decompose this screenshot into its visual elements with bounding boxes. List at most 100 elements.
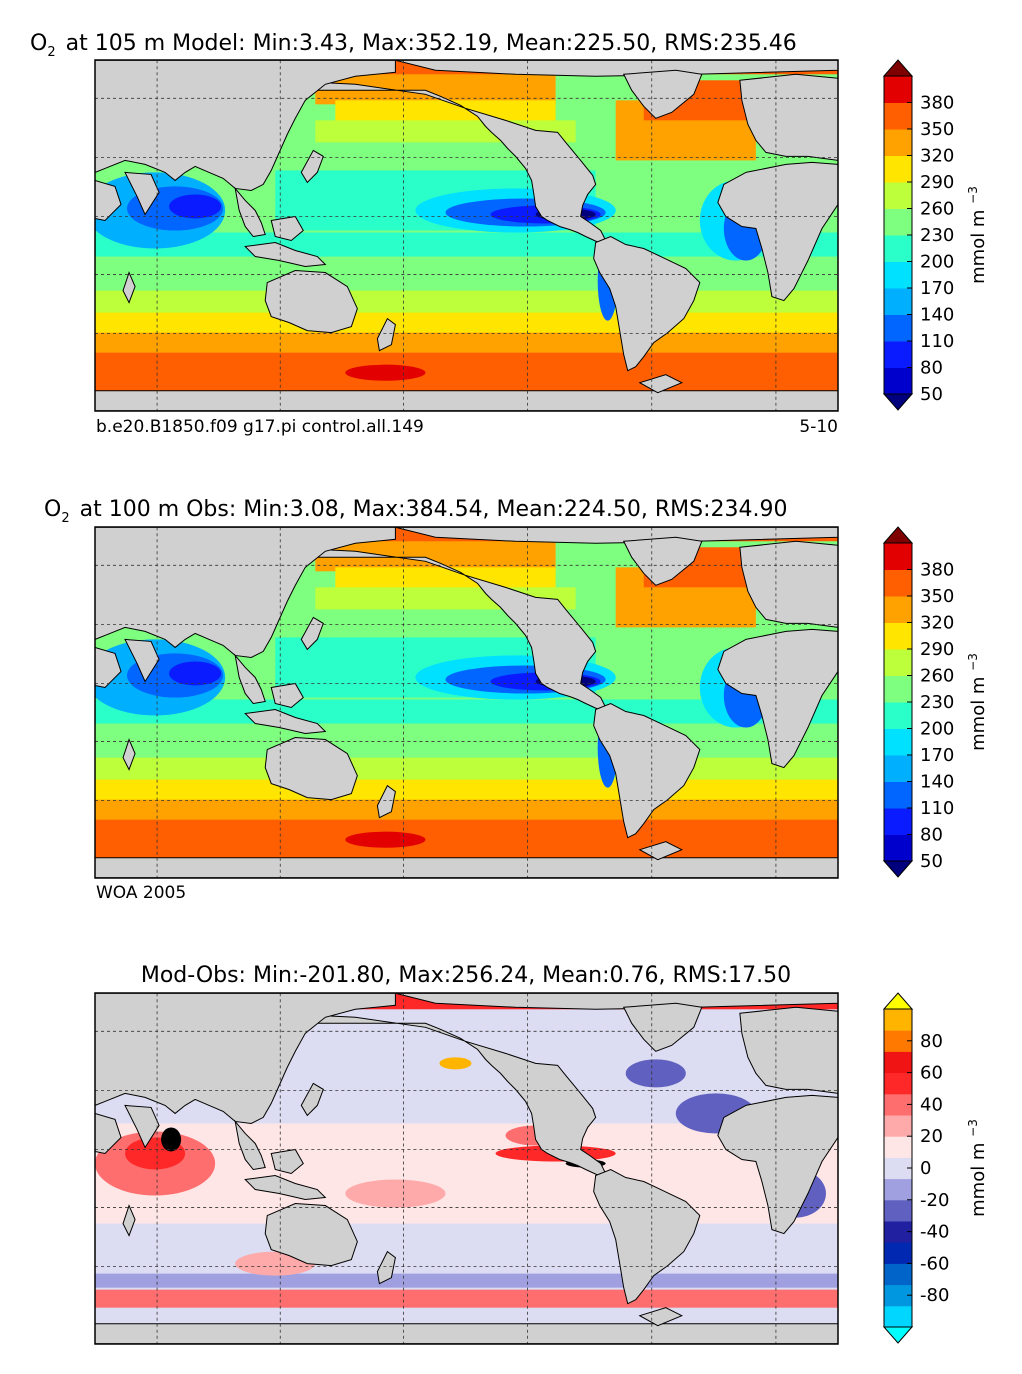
colorbar-segment bbox=[884, 76, 912, 103]
colorbar-segment bbox=[884, 235, 912, 262]
map-diff-frame bbox=[94, 992, 839, 1345]
colorbar-diff: -80 -60 -40 -20 0 20 40 60 80 mmol m −3 bbox=[882, 992, 989, 1344]
colorbar-tick-label: 110 bbox=[920, 798, 954, 819]
colorbar-segment bbox=[884, 596, 912, 623]
colorbar-segment bbox=[884, 1030, 912, 1052]
colorbar-tick-label: 80 bbox=[920, 825, 943, 846]
colorbar-segment bbox=[884, 622, 912, 650]
panel-model: O2 at 105 m Model: Min:3.43, Max:352.19, … bbox=[30, 31, 989, 437]
colorbar-tick-label: 40 bbox=[920, 1094, 943, 1115]
panel-obs-title: O2 at 100 m Obs: Min:3.08, Max:384.54, Me… bbox=[44, 497, 788, 526]
colorbar-tick-label: -20 bbox=[920, 1190, 949, 1211]
colorbar-tick-label: -80 bbox=[920, 1285, 949, 1306]
colorbar-tick-label: 170 bbox=[920, 745, 954, 766]
colorbar-extend-max bbox=[882, 992, 914, 1010]
colorbar-segment bbox=[884, 808, 912, 835]
colorbar-tick-label: 350 bbox=[920, 586, 954, 607]
colorbar-segment bbox=[884, 1305, 912, 1328]
colorbar-segment bbox=[884, 834, 912, 862]
colorbar-segment bbox=[884, 649, 912, 676]
colorbar-tick-label: 50 bbox=[920, 851, 943, 872]
colorbar-segment bbox=[884, 1157, 912, 1180]
colorbar-segment bbox=[884, 1009, 912, 1031]
colorbar-tick-label: 320 bbox=[920, 146, 954, 167]
colorbar-segment bbox=[884, 288, 912, 315]
colorbar-segment bbox=[884, 728, 912, 756]
map-obs-frame bbox=[94, 526, 839, 879]
caption-model-years: 5-10 bbox=[799, 417, 838, 437]
panel-obs: O2 at 100 m Obs: Min:3.08, Max:384.54, Me… bbox=[44, 497, 989, 903]
colorbar-segment bbox=[884, 261, 912, 289]
colorbar-segment bbox=[884, 1284, 912, 1307]
colorbar-segment bbox=[884, 129, 912, 156]
colorbar-segment bbox=[884, 1178, 912, 1201]
colorbar-extend-min bbox=[882, 1326, 914, 1344]
map-model bbox=[95, 60, 838, 411]
colorbar-segment bbox=[884, 675, 912, 703]
colorbar-segment bbox=[884, 155, 912, 183]
map-obs bbox=[95, 527, 838, 878]
colorbar-tick-label: 230 bbox=[920, 692, 954, 713]
colorbar-tick-label: 350 bbox=[920, 119, 954, 140]
colorbar-tick-label: 50 bbox=[920, 384, 943, 405]
colorbar-units-label: mmol m −3 bbox=[966, 186, 989, 284]
colorbar-segment bbox=[884, 102, 912, 130]
colorbar-tick-label: 80 bbox=[920, 1031, 943, 1052]
colorbar-extend-max bbox=[882, 59, 914, 77]
colorbar-segment bbox=[884, 569, 912, 597]
colorbar-tick-label: 140 bbox=[920, 772, 954, 793]
panel-diff-title: Mod-Obs: Min:-201.80, Max:256.24, Mean:0… bbox=[141, 963, 791, 988]
colorbar-segment bbox=[884, 1072, 912, 1095]
colorbar-segment bbox=[884, 1199, 912, 1222]
colorbar-tick-label: 230 bbox=[920, 225, 954, 246]
colorbar-segment bbox=[884, 1221, 912, 1243]
colorbar-segment bbox=[884, 341, 912, 368]
colorbar-tick-label: 200 bbox=[920, 252, 954, 273]
panel-diff: Mod-Obs: Min:-201.80, Max:256.24, Mean:0… bbox=[94, 963, 989, 1345]
caption-obs-source: WOA 2005 bbox=[96, 883, 186, 903]
colorbar-tick-label: 380 bbox=[920, 93, 954, 114]
colorbar-tick-label: -60 bbox=[920, 1253, 949, 1274]
colorbar-extend-max bbox=[882, 526, 914, 544]
colorbar-tick-label: 290 bbox=[920, 639, 954, 660]
colorbar-extend-min bbox=[882, 860, 914, 878]
map-diff bbox=[95, 993, 838, 1344]
colorbar-segment bbox=[884, 1051, 912, 1074]
colorbar-segment bbox=[884, 1115, 912, 1137]
colorbar-segment bbox=[884, 1136, 912, 1158]
colorbar-tick-label: 20 bbox=[920, 1126, 943, 1147]
colorbar-tick-label: 170 bbox=[920, 278, 954, 299]
colorbar-tick-label: 60 bbox=[920, 1063, 943, 1084]
colorbar-segment bbox=[884, 367, 912, 395]
map-model-frame bbox=[94, 59, 839, 412]
colorbar-tick-label: 260 bbox=[920, 199, 954, 220]
colorbar-tick-label: 380 bbox=[920, 560, 954, 581]
colorbar-segment bbox=[884, 543, 912, 570]
caption-model-run: b.e20.B1850.f09 g17.pi control.all.149 bbox=[96, 417, 424, 437]
colorbar-tick-label: 260 bbox=[920, 666, 954, 687]
colorbar-tick-label: 110 bbox=[920, 331, 954, 352]
colorbar-segment bbox=[884, 314, 912, 342]
colorbar-model: 50 80 110 140 170 200 230 260 290 320 350 380 mmol m… bbox=[882, 59, 989, 411]
colorbar-segment bbox=[884, 781, 912, 809]
colorbar-segment bbox=[884, 182, 912, 209]
colorbar-segment bbox=[884, 702, 912, 729]
colorbar-units-label: mmol m −3 bbox=[966, 1119, 989, 1217]
colorbar-segment bbox=[884, 755, 912, 782]
colorbar-tick-label: 290 bbox=[920, 172, 954, 193]
colorbar-extend-min bbox=[882, 393, 914, 411]
colorbar-segment bbox=[884, 1093, 912, 1116]
colorbar-tick-label: 200 bbox=[920, 719, 954, 740]
colorbar-segment bbox=[884, 1242, 912, 1264]
colorbar-tick-label: -40 bbox=[920, 1222, 949, 1243]
panel-model-title: O2 at 105 m Model: Min:3.43, Max:352.19, … bbox=[30, 31, 797, 60]
colorbar-tick-label: 320 bbox=[920, 613, 954, 634]
colorbar-tick-label: 140 bbox=[920, 305, 954, 326]
colorbar-obs: 50 80 110 140 170 200 230 260 290 320 350 380 mmol m… bbox=[882, 526, 989, 878]
colorbar-tick-label: 0 bbox=[920, 1158, 931, 1179]
colorbar-segment bbox=[884, 208, 912, 236]
colorbar-units-label: mmol m −3 bbox=[966, 653, 989, 751]
colorbar-tick-label: 80 bbox=[920, 358, 943, 379]
colorbar-segment bbox=[884, 1263, 912, 1286]
